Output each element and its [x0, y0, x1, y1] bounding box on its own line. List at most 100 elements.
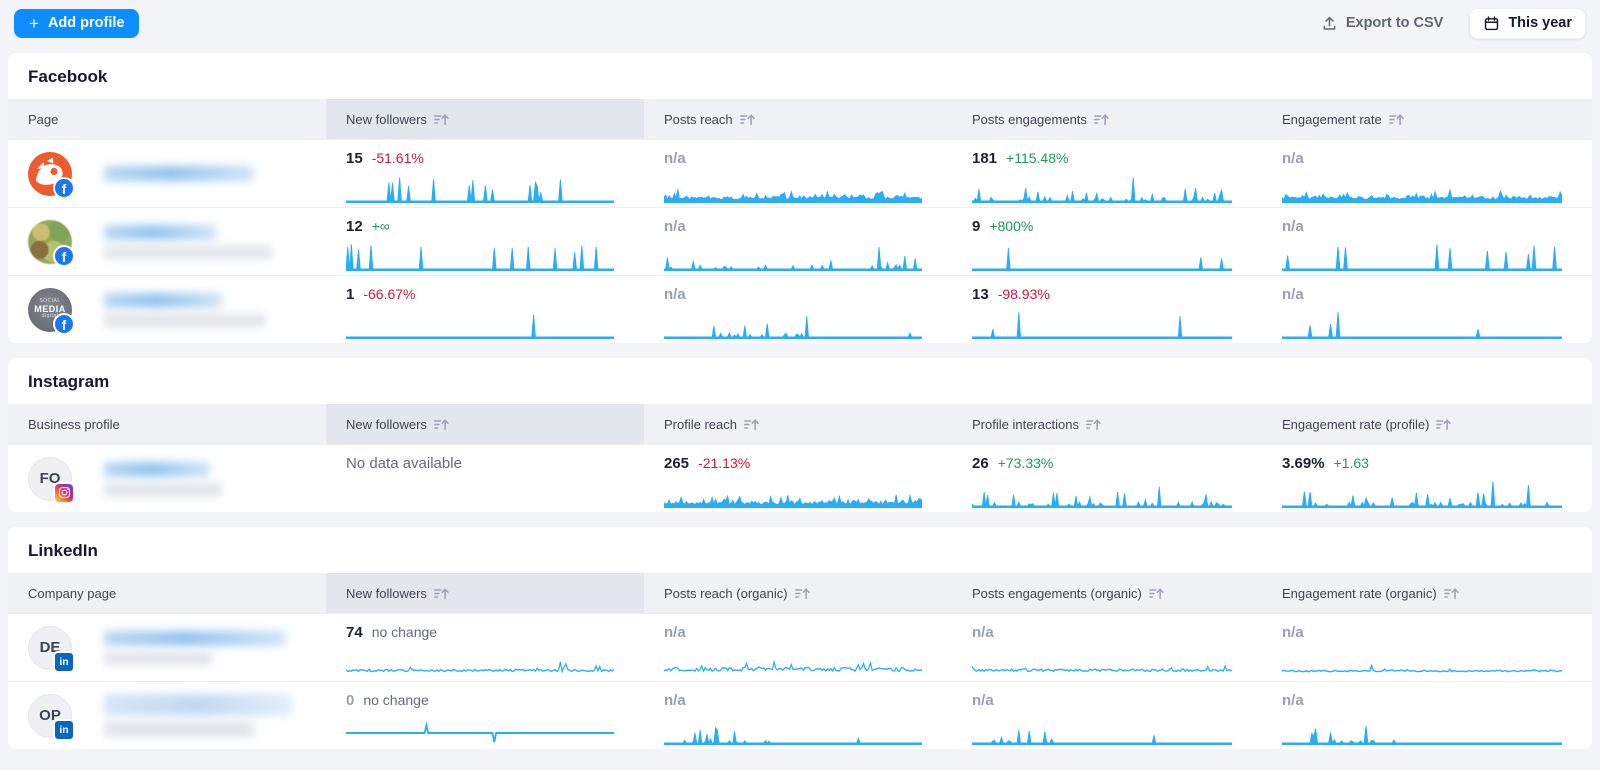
upload-icon — [1323, 16, 1336, 30]
metric-cell: n/a — [952, 614, 1262, 681]
masked-profile-name — [104, 461, 210, 477]
metric-cell: n/a — [644, 208, 952, 275]
metric-delta: +73.33% — [997, 455, 1054, 471]
sparkline-chart — [972, 664, 1232, 673]
metric-cell: 9 +800% — [952, 208, 1262, 275]
metric-delta: +800% — [989, 218, 1034, 234]
column-header-posts-engagements-organic-[interactable]: Posts engagements (organic) — [952, 573, 1262, 613]
export-csv-button[interactable]: Export to CSV — [1321, 15, 1443, 32]
column-header-profile-reach[interactable]: Profile reach — [644, 404, 952, 444]
no-data-label: No data available — [346, 455, 462, 472]
metric-cell: n/a — [952, 682, 1262, 749]
metric-cell: n/a — [1262, 614, 1592, 681]
linkedin-badge-icon: in — [53, 650, 75, 673]
profile-cell[interactable]: f — [8, 140, 326, 207]
metric-cell: n/a — [1262, 682, 1592, 749]
metric-cell: n/a — [644, 140, 952, 207]
section-title: Instagram — [28, 372, 110, 391]
profile-cell[interactable]: SOCIAL MEDIA digital f — [8, 276, 326, 343]
sparkline-chart — [972, 248, 1232, 271]
sort-icon — [1443, 587, 1459, 599]
metric-value: 181 — [972, 150, 998, 167]
metric-value: 1 — [346, 286, 355, 303]
date-range-button[interactable]: This year — [1469, 7, 1586, 39]
section-instagram: Instagram Business profile New followers Pr… — [8, 358, 1592, 512]
metric-value: n/a — [664, 218, 686, 235]
column-header-label: Business profile — [28, 416, 120, 432]
calendar-icon — [1485, 15, 1499, 30]
metric-delta: +1.63 — [1333, 455, 1369, 471]
metric-cell: 1 -66.67% — [326, 276, 644, 343]
sparkline-chart — [664, 188, 922, 203]
facebook-badge-icon: f — [53, 312, 75, 335]
metric-cell: 181 +115.48% — [952, 140, 1262, 207]
column-header-label: Company page — [28, 585, 117, 601]
column-header-engagement-rate-profile-[interactable]: Engagement rate (profile) — [1262, 404, 1592, 444]
metric-delta: -98.93% — [997, 286, 1050, 302]
column-header-page: Page — [8, 99, 326, 139]
table-header: Business profile New followers Profile rea… — [8, 404, 1592, 444]
column-header-engagement-rate-organic-[interactable]: Engagement rate (organic) — [1262, 573, 1592, 613]
metric-value: 9 — [972, 218, 981, 235]
metric-cell: n/a — [1262, 208, 1592, 275]
metric-cell: No data available — [326, 445, 644, 512]
column-header-posts-reach-organic-[interactable]: Posts reach (organic) — [644, 573, 952, 613]
metric-value: n/a — [664, 286, 686, 303]
export-csv-label: Export to CSV — [1345, 15, 1444, 31]
metric-delta: -51.61% — [371, 150, 424, 166]
metric-delta: +∞ — [371, 218, 390, 234]
metric-cell: 15 -51.61% — [326, 140, 644, 207]
column-header-label: Posts engagements (organic) — [972, 585, 1142, 601]
column-header-label: New followers — [346, 585, 427, 601]
sparkline-chart — [1282, 726, 1562, 745]
sparkline-chart — [664, 493, 922, 508]
plus-icon: + — [29, 13, 39, 33]
column-header-business-profile: Business profile — [8, 404, 326, 444]
add-profile-button[interactable]: + Add profile — [14, 8, 140, 38]
metric-cell: n/a — [644, 682, 952, 749]
table-row: f 12 +∞ n/a 9 +800% n/a — [8, 207, 1592, 275]
metric-delta: -21.13% — [698, 455, 751, 471]
column-header-engagement-rate[interactable]: Engagement rate — [1262, 99, 1592, 139]
section-linkedin: LinkedIn Company page New followers Posts r… — [8, 527, 1592, 749]
profile-cell[interactable]: FO — [8, 445, 326, 512]
column-header-label: Engagement rate (organic) — [1282, 585, 1437, 601]
profile-cell[interactable]: DE in — [8, 614, 326, 681]
metric-cell: 265 -21.13% — [644, 445, 952, 512]
sort-icon — [744, 418, 759, 430]
metric-cell: 74 no change — [326, 614, 644, 681]
table-row: FO No data available 265 -21.13% 26 +73.33% 3.… — [8, 444, 1592, 512]
profile-avatar: DE — [28, 625, 72, 670]
metric-value: n/a — [664, 150, 686, 167]
profile-cell[interactable]: OP in — [8, 682, 326, 749]
table-row: f 15 -51.61% n/a 181 +115.48% n/a — [8, 139, 1592, 207]
metric-value: n/a — [972, 624, 994, 641]
masked-profile-name — [104, 630, 286, 646]
sort-icon — [1148, 587, 1164, 599]
column-header-new-followers[interactable]: New followers — [326, 573, 644, 613]
metric-delta: -66.67% — [363, 286, 416, 302]
sparkline-chart — [664, 316, 922, 339]
column-header-posts-reach[interactable]: Posts reach — [644, 99, 952, 139]
column-header-label: New followers — [346, 416, 427, 432]
profile-cell[interactable]: f — [8, 208, 326, 275]
table-row: DE in 74 no change n/a n/a n/a — [8, 613, 1592, 681]
date-range-label: This year — [1508, 15, 1572, 31]
column-header-new-followers[interactable]: New followers — [326, 404, 644, 444]
sparkline-chart — [972, 729, 1232, 745]
sparkline-chart — [1282, 312, 1562, 339]
sparkline-chart — [346, 314, 614, 339]
metric-cell: 3.69% +1.63 — [1262, 445, 1592, 512]
instagram-badge-icon — [53, 481, 75, 504]
column-header-profile-interactions[interactable]: Profile interactions — [952, 404, 1262, 444]
metric-cell: n/a — [644, 276, 952, 343]
column-header-label: Profile interactions — [972, 416, 1079, 432]
masked-profile-name — [104, 482, 222, 496]
column-header-label: Engagement rate (profile) — [1282, 416, 1430, 432]
sparkline-chart — [1282, 481, 1562, 508]
column-header-new-followers[interactable]: New followers — [326, 99, 644, 139]
sparkline-chart — [972, 486, 1232, 508]
metric-value: n/a — [1282, 624, 1304, 641]
column-header-posts-engagements[interactable]: Posts engagements — [952, 99, 1262, 139]
sparkline-chart — [1282, 244, 1562, 271]
